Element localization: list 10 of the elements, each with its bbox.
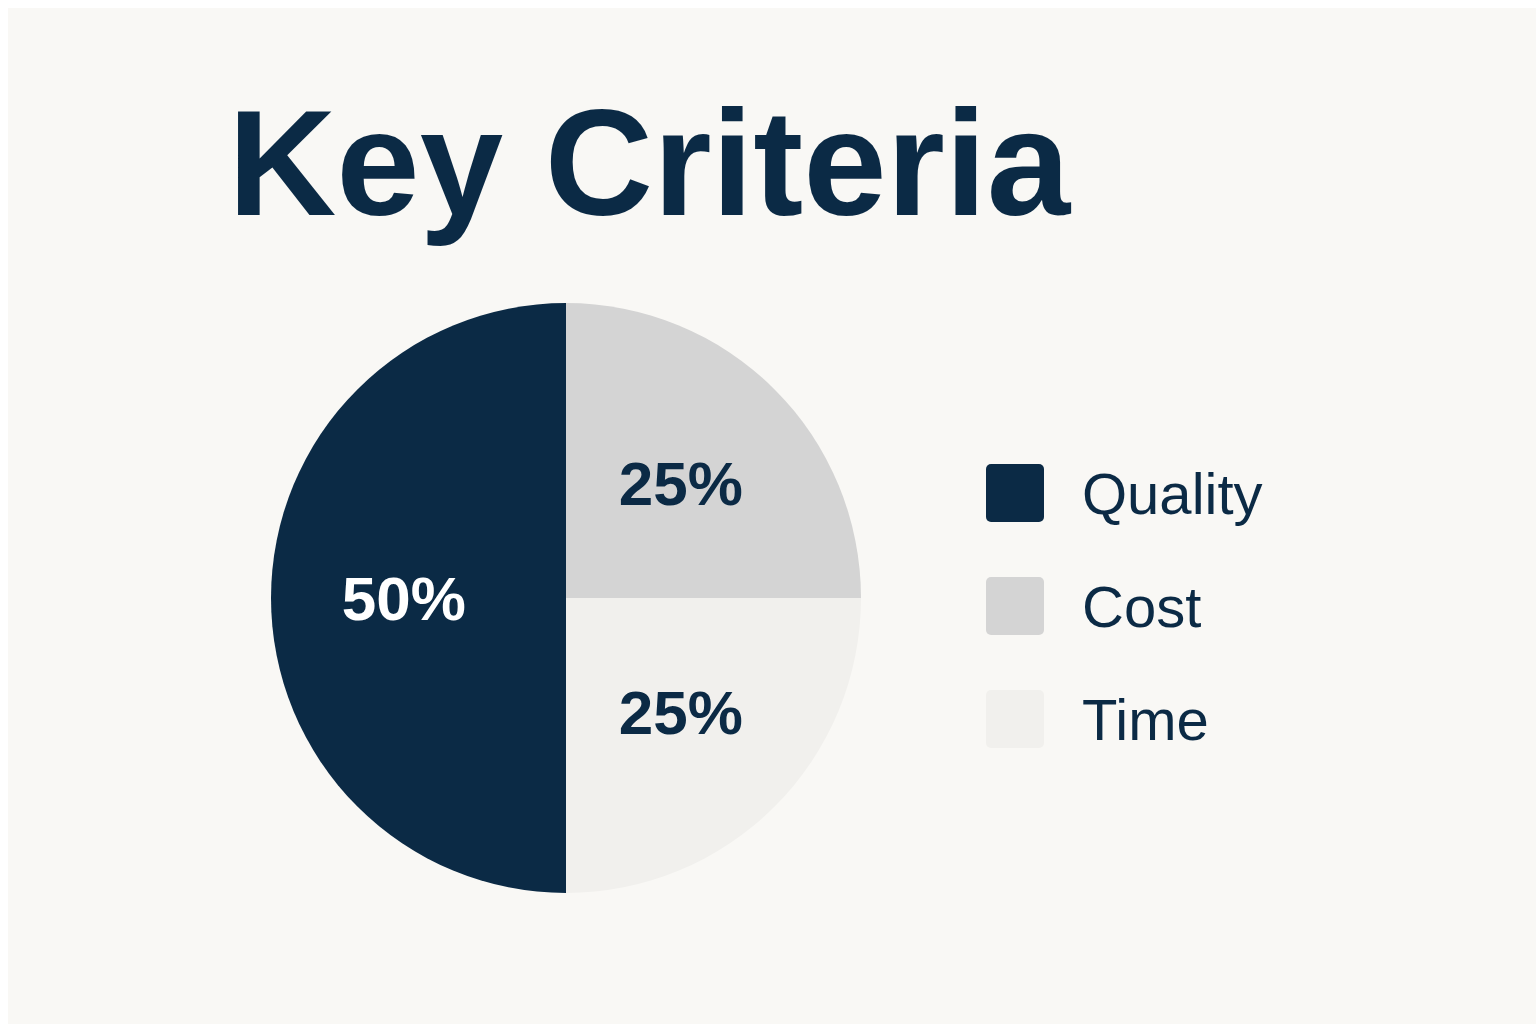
data-label: 25% [618,678,743,748]
pie-slice [566,598,861,893]
pie-slice [271,303,566,893]
chart-title: Key Criteria [228,79,1072,247]
pie-slice [566,303,861,598]
legend-label: Quality [1082,460,1263,526]
legend-label: Cost [1082,573,1202,639]
data-label: 50% [341,563,466,633]
data-label: 25% [618,448,743,518]
legend-label: Time [1082,686,1209,752]
